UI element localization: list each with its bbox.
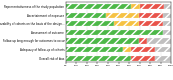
Bar [131, 56, 155, 61]
Bar [66, 47, 123, 52]
Bar [140, 4, 164, 9]
Bar [114, 21, 139, 26]
Bar [123, 47, 131, 52]
Bar [147, 38, 171, 44]
Bar [131, 4, 140, 9]
Bar [66, 4, 131, 9]
Bar [66, 30, 163, 35]
Bar [163, 30, 171, 35]
Bar [66, 38, 139, 44]
Bar [139, 21, 163, 26]
Bar [66, 21, 114, 26]
Bar [164, 4, 171, 9]
Bar [139, 38, 147, 44]
Bar [139, 13, 163, 18]
Bar [155, 47, 171, 52]
Bar [66, 56, 131, 61]
Bar [163, 21, 171, 26]
Bar [155, 56, 171, 61]
Bar [131, 47, 155, 52]
Bar [163, 13, 171, 18]
Bar [106, 13, 139, 18]
Bar [66, 13, 106, 18]
